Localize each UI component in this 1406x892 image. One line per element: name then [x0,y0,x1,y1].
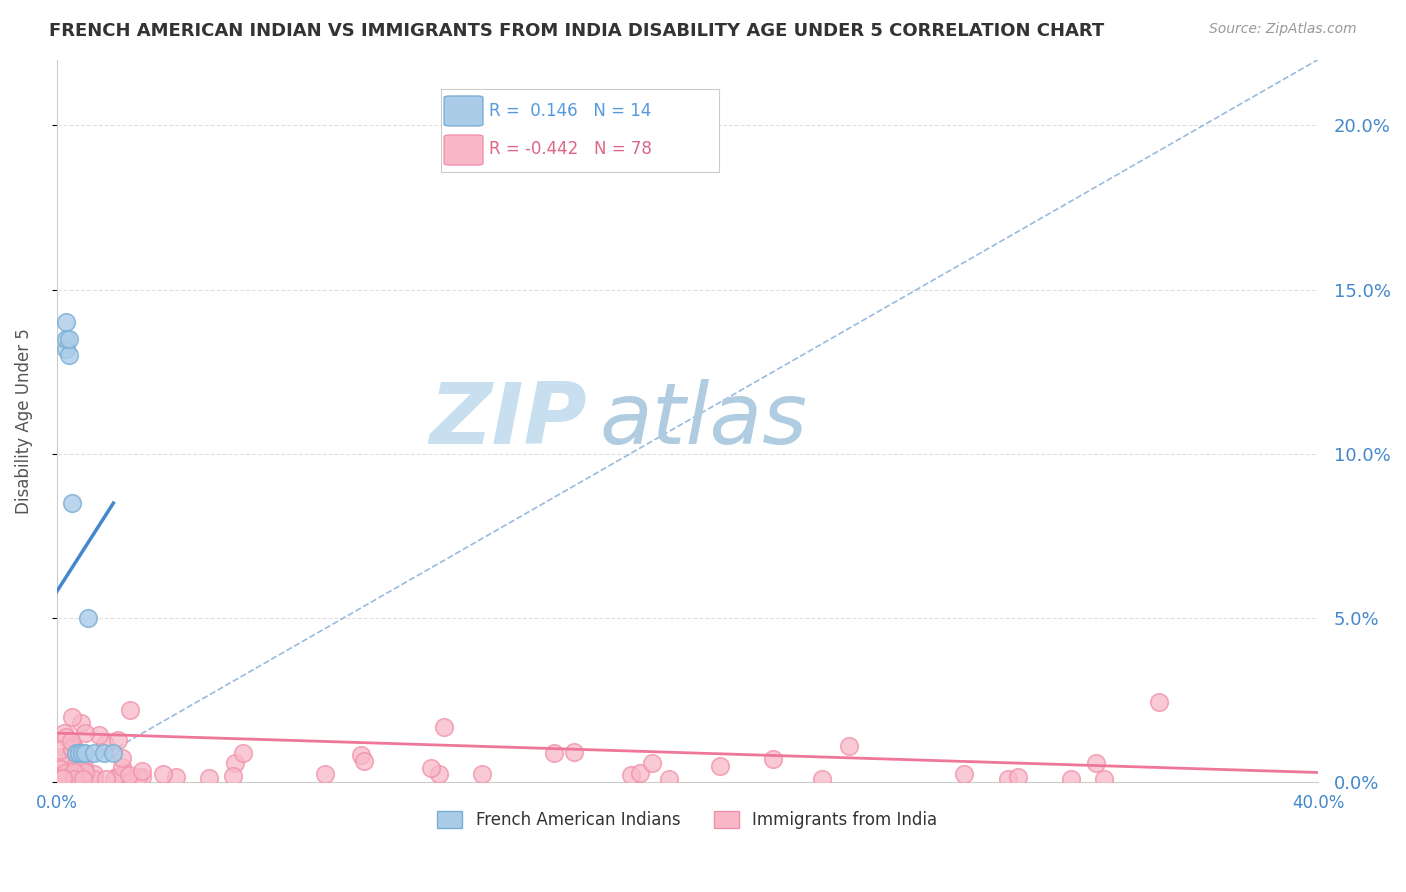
Point [1084,756,1107,771]
Point [87,728,110,742]
Text: atlas: atlas [599,379,807,462]
Point [72,761,94,775]
Point [433,720,456,734]
Point [67,746,90,760]
Point [55,315,77,329]
Text: FRENCH AMERICAN INDIAN VS IMMIGRANTS FROM INDIA DISABILITY AGE UNDER 5 CORRELATI: FRENCH AMERICAN INDIAN VS IMMIGRANTS FRO… [49,22,1105,40]
Point [1092,772,1115,786]
Point [55,730,77,744]
Point [94,772,117,786]
Point [709,759,731,773]
Point [641,756,664,770]
Point [1147,694,1170,708]
Point [51,772,73,786]
Point [105,771,128,785]
Point [72,772,94,786]
Point [49,750,72,764]
Point [103,746,125,760]
Point [128,771,150,785]
Point [628,766,651,780]
Point [131,764,153,779]
Point [103,772,125,786]
Point [118,703,141,717]
Point [427,767,450,781]
Point [997,772,1019,786]
Point [83,772,105,786]
Y-axis label: Disability Age Under 5: Disability Age Under 5 [15,328,32,514]
Point [107,732,129,747]
Point [83,746,105,760]
Point [65,746,87,760]
Point [471,767,494,781]
Point [52,726,75,740]
Point [419,761,441,775]
Point [55,332,77,346]
Point [73,764,96,779]
Legend: French American Indians, Immigrants from India: French American Indians, Immigrants from… [430,804,943,836]
Point [838,739,860,754]
Point [94,737,117,751]
Point [952,767,974,781]
Point [66,766,89,780]
Point [197,771,219,785]
Point [350,747,373,762]
Point [73,746,96,760]
Point [49,743,72,757]
Point [55,342,77,356]
Text: Source: ZipAtlas.com: Source: ZipAtlas.com [1209,22,1357,37]
Point [69,716,91,731]
Point [63,765,86,780]
Point [58,348,80,362]
Point [69,754,91,768]
Point [63,772,86,786]
Point [60,742,83,756]
Point [658,772,681,786]
Point [49,772,72,786]
Point [221,769,243,783]
Point [353,754,375,768]
Point [53,771,76,785]
Point [810,772,832,786]
Point [224,756,246,770]
Text: ZIP: ZIP [429,379,586,462]
Point [1007,770,1029,784]
Point [62,739,84,753]
Point [232,746,254,760]
Point [59,733,82,747]
Point [131,770,153,784]
Point [118,768,141,782]
Point [49,762,72,776]
Point [314,766,336,780]
Point [62,739,84,753]
Point [60,709,83,723]
Point [152,767,174,781]
Point [165,770,187,784]
Point [72,770,94,784]
Point [49,769,72,783]
Point [49,753,72,767]
Point [66,770,89,784]
Point [111,766,134,780]
Point [562,745,585,759]
Point [70,746,93,760]
Point [543,746,565,760]
Point [111,760,134,774]
Point [52,771,75,785]
Point [762,752,785,766]
Point [620,768,643,782]
Point [53,766,76,780]
Point [58,332,80,346]
Point [83,767,105,781]
Point [111,751,134,765]
Point [73,760,96,774]
Point [77,611,100,625]
Point [65,772,87,786]
Point [59,747,82,761]
Point [82,772,104,786]
Point [1060,772,1083,786]
Point [75,726,97,740]
Point [60,496,83,510]
Point [93,746,115,760]
